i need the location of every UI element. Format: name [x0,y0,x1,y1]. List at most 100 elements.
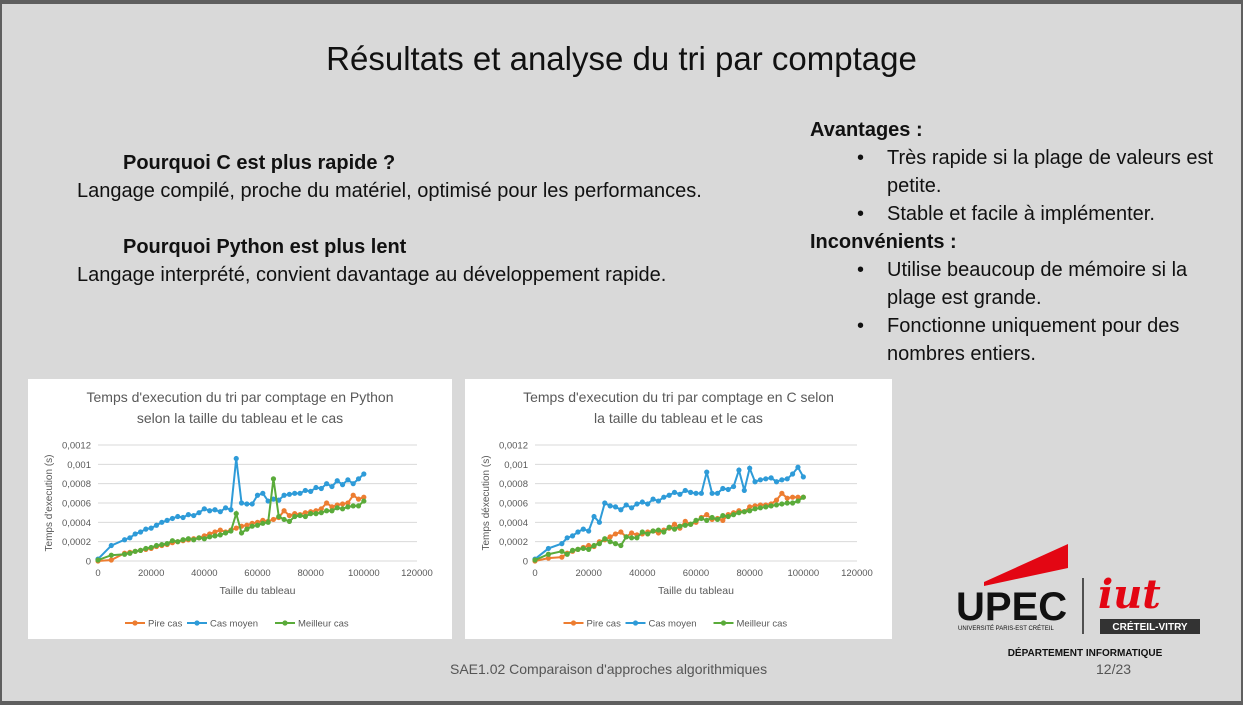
data-point [747,465,753,471]
data-point [249,523,255,529]
data-point [650,496,656,502]
data-point [201,506,207,512]
data-point [355,496,362,502]
data-point [175,513,181,520]
data-point [800,474,806,480]
y-tick-label: 0,0004 [499,518,528,529]
data-point [137,529,144,535]
data-point [639,529,645,535]
data-point [790,494,796,500]
data-point [196,535,202,541]
legend-label: Cas moyen [649,619,697,630]
y-tick-label: 0,0002 [62,537,91,548]
data-point [281,492,287,498]
data-point [286,518,292,524]
data-point [159,519,165,525]
data-point [763,504,769,510]
iut-badge: CRÉTEIL-VITRY [1112,620,1188,633]
chart-title: Temps d'execution du tri par comptage en… [87,389,394,405]
data-point [153,522,160,528]
drawbacks-list: • Utilise beaucoup de mémoire si la plage… [810,256,1240,368]
data-point [569,533,576,539]
legend-marker [282,620,288,626]
data-point [339,506,346,512]
data-point [618,507,624,513]
page-number: 12/23 [1096,661,1132,677]
answer-python: Langage interprété, convient davantage a… [77,264,667,286]
data-point [790,500,796,506]
data-point [345,500,351,506]
data-point [559,554,565,560]
data-point [121,551,128,557]
legend-marker [570,620,577,626]
data-point [302,487,308,494]
data-point [228,507,234,513]
legend-label: Meilleur cas [298,619,349,630]
data-point [350,492,356,498]
x-tick-label: 40000 [629,568,655,579]
data-point [345,504,351,510]
y-axis-label: Temps déxecution (s) [481,455,492,550]
data-point [784,476,790,482]
list-item: • Utilise beaucoup de mémoire si la plage… [857,259,1188,309]
data-point [217,532,223,538]
data-point [661,529,667,535]
y-axis-label: Temps d'execution (s) [44,455,55,552]
x-tick-label: 100000 [348,568,380,579]
list-item: • Très rapide si la plage de valeurs est … [857,147,1214,197]
data-point [661,494,667,500]
data-point [185,512,191,518]
data-point [559,541,565,547]
x-tick-label: 40000 [191,568,217,579]
x-tick-label: 80000 [736,568,762,579]
legend-label: Cas moyen [210,619,258,630]
series-line [97,478,365,561]
data-point [318,485,324,492]
data-point [532,557,538,563]
data-point [207,534,213,540]
data-point [591,542,597,549]
data-point [233,455,239,462]
data-point [164,517,170,523]
data-point [318,510,324,516]
left-text-block: Pourquoi C est plus rapide ? Langage com… [77,149,717,289]
data-point [164,541,170,547]
advantages-heading: Avantages : [810,119,923,141]
data-point [212,529,218,535]
data-point [270,516,277,523]
data-point [671,489,678,495]
data-point [260,520,266,526]
data-point [148,525,154,531]
data-point [698,490,704,496]
data-point [736,467,742,473]
x-tick-label: 20000 [575,568,601,579]
y-tick-label: 0,0012 [499,441,528,452]
data-point [580,526,586,532]
data-point [334,478,340,484]
data-point [795,494,801,500]
chart-title: la taille du tableau et le cas [594,410,763,426]
y-tick-label: 0 [86,557,91,568]
data-point [217,527,223,533]
data-point [270,496,277,502]
data-point [698,515,704,522]
y-tick-label: 0 [523,557,528,568]
data-point [682,518,688,524]
series-line [534,464,805,560]
data-point [159,541,165,548]
data-point [132,531,138,537]
data-point [361,498,367,504]
data-point [191,512,197,519]
x-tick-label: 120000 [401,568,433,579]
data-point [292,513,298,520]
x-tick-label: 0 [95,568,100,579]
data-point [212,533,218,539]
data-point [773,497,780,503]
chart-svg: Temps d'execution du tri par comptage en… [44,389,433,630]
legend-marker [132,620,138,626]
data-point [564,551,570,557]
data-point [355,503,362,509]
legend-label: Pire cas [148,619,183,630]
data-point [302,513,308,520]
data-point [292,490,298,496]
